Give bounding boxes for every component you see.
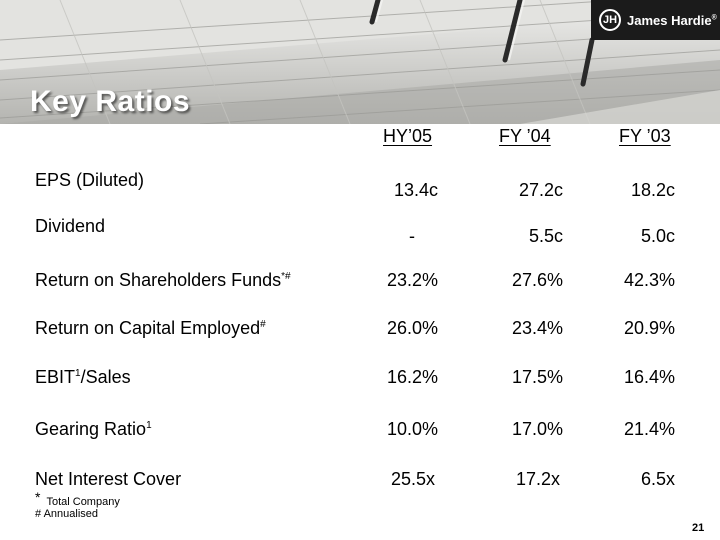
- column-header-hy05: HY’05: [383, 126, 433, 146]
- row-label-eps: EPS (Diluted): [35, 170, 145, 190]
- column-header-fy04: FY ’04: [499, 126, 551, 146]
- row-label-gearing: Gearing Ratio1: [35, 419, 152, 439]
- cell-ebit-hy05: 16.2%: [386, 367, 438, 387]
- cell-eps-fy04: 27.2c: [518, 180, 563, 200]
- logo-text: James Hardie®: [627, 12, 717, 28]
- cell-gearing-fy03: 21.4%: [623, 419, 675, 439]
- cell-gearing-hy05: 10.0%: [386, 419, 438, 439]
- row-label-roce: Return on Capital Employed#: [35, 318, 266, 338]
- cell-roce-fy03: 20.9%: [623, 318, 675, 338]
- cell-nic-fy03: 6.5x: [640, 469, 675, 489]
- header-banner: JH James Hardie® Key Ratios: [0, 0, 720, 124]
- cell-dividend-hy05: -: [409, 226, 415, 246]
- page-number: 21: [692, 522, 705, 534]
- row-label-rosf: Return on Shareholders Funds*#: [35, 270, 291, 290]
- cell-eps-fy03: 18.2c: [630, 180, 675, 200]
- row-label-ebit-sales: EBIT1/Sales: [35, 367, 131, 387]
- cell-rosf-fy03: 42.3%: [623, 270, 675, 290]
- cell-rosf-fy04: 27.6%: [511, 270, 563, 290]
- cell-roce-fy04: 23.4%: [511, 318, 563, 338]
- cell-gearing-fy04: 17.0%: [511, 419, 563, 439]
- cell-nic-hy05: 25.5x: [390, 469, 435, 489]
- cell-ebit-fy04: 17.5%: [511, 367, 563, 387]
- row-label-net-interest-cover: Net Interest Cover: [35, 469, 182, 489]
- james-hardie-logo: JH James Hardie®: [591, 0, 720, 40]
- slide-title: Key Ratios: [30, 85, 191, 118]
- logo-mark-icon: JH: [599, 9, 621, 31]
- cell-dividend-fy04: 5.5c: [528, 226, 563, 246]
- footnote-annualised: # Annualised: [35, 508, 98, 520]
- column-header-fy03: FY ’03: [619, 126, 671, 146]
- cell-roce-hy05: 26.0%: [386, 318, 438, 338]
- cell-eps-hy05: 13.4c: [393, 180, 438, 200]
- footnote-total-company: * Total Company: [35, 489, 120, 508]
- cell-nic-fy04: 17.2x: [515, 469, 560, 489]
- cell-rosf-hy05: 23.2%: [386, 270, 438, 290]
- cell-ebit-fy03: 16.4%: [623, 367, 675, 387]
- row-label-dividend: Dividend: [35, 216, 106, 236]
- cell-dividend-fy03: 5.0c: [640, 226, 675, 246]
